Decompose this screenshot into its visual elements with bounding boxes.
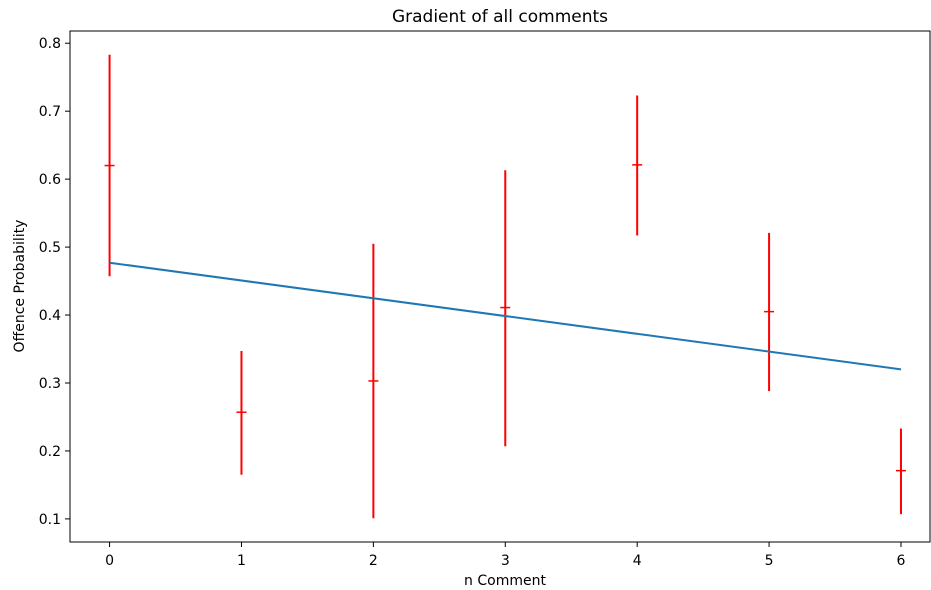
- y-tick-label: 0.6: [39, 172, 61, 188]
- x-tick-label: 4: [633, 553, 642, 569]
- y-tick-label: 0.8: [39, 36, 61, 52]
- y-tick-label: 0.2: [39, 444, 61, 460]
- y-tick-label: 0.1: [39, 512, 61, 528]
- plot-area: [104, 54, 906, 519]
- x-tick-label: 6: [897, 553, 906, 569]
- x-tick-label: 0: [105, 553, 114, 569]
- chart-title: Gradient of all comments: [392, 7, 608, 27]
- x-tick-label: 3: [501, 553, 510, 569]
- axes: 0 1 2 3 4 5 6 0.1 0.2 0.3 0.4 0.5 0.6 0.7 0.8: [39, 30, 931, 569]
- plot-frame: [69, 30, 931, 543]
- x-tick-label: 2: [369, 553, 378, 569]
- y-tick-label: 0.4: [39, 308, 61, 324]
- x-axis-title: n Comment: [464, 573, 546, 589]
- y-tick-label: 0.5: [39, 240, 61, 256]
- y-axis-title: Offence Probability: [12, 220, 28, 353]
- x-tick-label: 1: [237, 553, 246, 569]
- y-tick-label: 0.3: [39, 376, 61, 392]
- x-tick-label: 5: [765, 553, 774, 569]
- y-tick-label: 0.7: [39, 104, 61, 120]
- trend-line: [109, 261, 902, 371]
